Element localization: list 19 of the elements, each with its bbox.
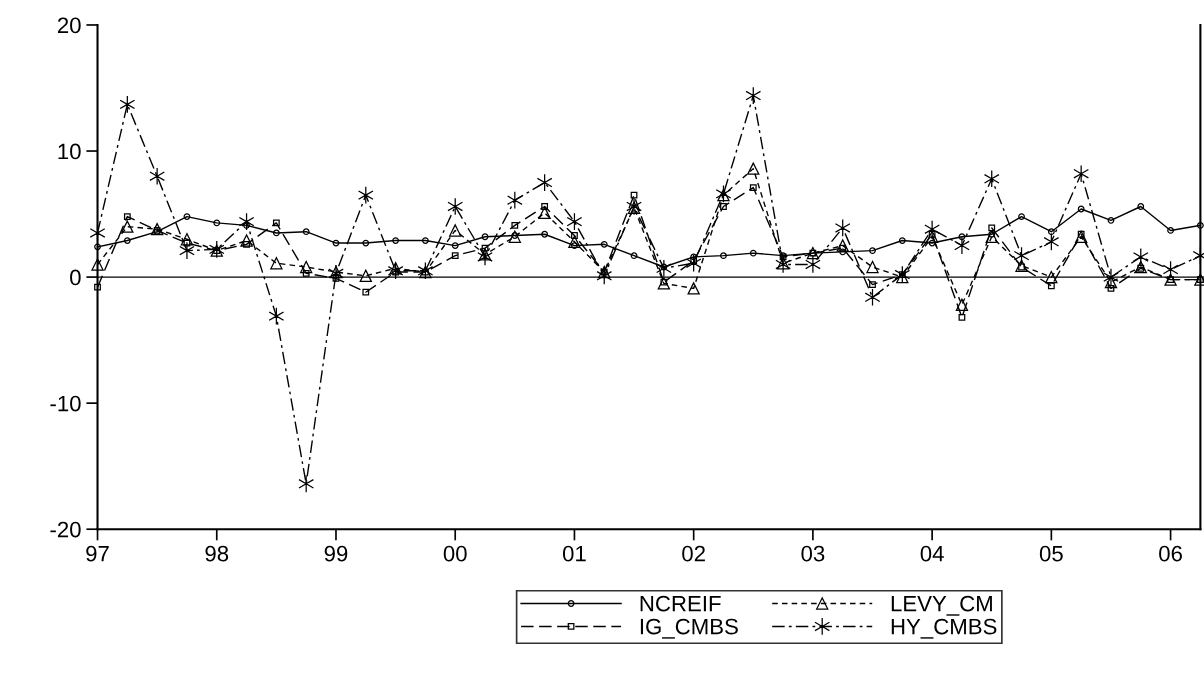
x-tick-label: 97 bbox=[86, 545, 109, 562]
y-tick-label: 0 bbox=[70, 269, 81, 286]
x-tick-label: 98 bbox=[205, 545, 229, 562]
y-tick-label: -10 bbox=[50, 395, 81, 412]
x-tick-label: 04 bbox=[920, 545, 944, 562]
x-tick-label: 06 bbox=[1159, 545, 1182, 562]
legend-label: NCREIF bbox=[640, 595, 721, 612]
x-tick-label: 01 bbox=[562, 545, 586, 562]
y-tick-label: -20 bbox=[50, 521, 81, 538]
y-tick-label: 20 bbox=[57, 17, 81, 34]
x-tick-label: 05 bbox=[1039, 545, 1063, 562]
legend-label: IG_CMBS bbox=[640, 618, 738, 639]
x-tick-label: 99 bbox=[324, 545, 348, 562]
y-tick-label: 10 bbox=[58, 143, 81, 160]
x-tick-label: 03 bbox=[801, 545, 825, 562]
x-tick-label: 02 bbox=[682, 545, 705, 562]
legend-label: LEVY_CM bbox=[891, 595, 992, 616]
legend-label: HY_CMBS bbox=[891, 618, 997, 639]
x-tick-label: 00 bbox=[443, 545, 467, 562]
